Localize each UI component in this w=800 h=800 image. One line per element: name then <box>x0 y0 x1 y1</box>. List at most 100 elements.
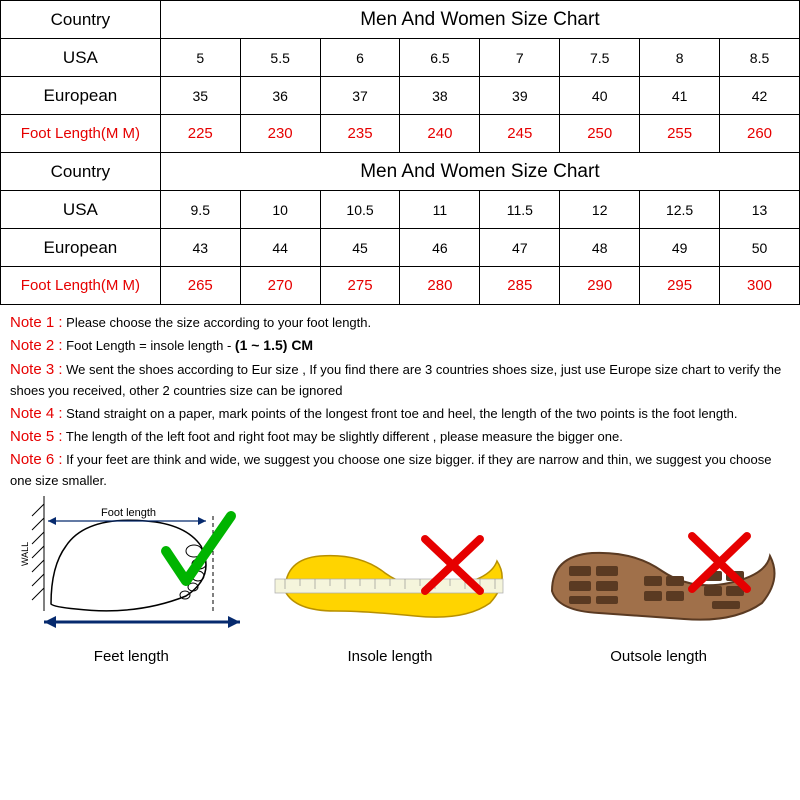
diagrams-row: WALL Foot length Feet length <box>0 496 800 673</box>
size-cell: 6 <box>320 39 400 77</box>
checkmark-icon <box>166 516 231 581</box>
size-cell: 12.5 <box>640 191 720 229</box>
size-chart-table-1: Country Men And Women Size Chart USA 5 5… <box>0 0 800 305</box>
note-label: Note 5 : <box>10 428 63 445</box>
country-header: Country <box>1 1 161 39</box>
size-cell: 50 <box>720 229 800 267</box>
note-text: Stand straight on a paper, mark points o… <box>63 406 738 421</box>
note-formula: (1 ~ 1.5) CM <box>235 337 313 353</box>
size-cell: 38 <box>400 77 480 115</box>
size-cell: 44 <box>240 229 320 267</box>
size-cell: 5 <box>160 39 240 77</box>
size-cell: 295 <box>640 267 720 305</box>
note-label: Note 4 : <box>10 405 63 422</box>
size-cell: 275 <box>320 267 400 305</box>
note-line: Note 5 : The length of the left foot and… <box>10 425 790 448</box>
size-cell: 36 <box>240 77 320 115</box>
size-cell: 260 <box>720 115 800 153</box>
note-label: Note 6 : <box>10 451 63 468</box>
note-line: Note 3 : We sent the shoes according to … <box>10 358 790 402</box>
size-cell: 37 <box>320 77 400 115</box>
size-cell: 10.5 <box>320 191 400 229</box>
outsole-length-diagram: Outsole length <box>534 521 784 665</box>
note-text: We sent the shoes according to Eur size … <box>10 362 781 398</box>
size-cell: 5.5 <box>240 39 320 77</box>
row-label: Foot Length(M M) <box>1 115 161 153</box>
note-line: Note 2 : Foot Length = insole length - (… <box>10 334 790 357</box>
outsole-svg <box>534 521 784 641</box>
size-cell: 46 <box>400 229 480 267</box>
size-cell: 11 <box>400 191 480 229</box>
size-cell: 230 <box>240 115 320 153</box>
size-cell: 9.5 <box>160 191 240 229</box>
note-text: If your feet are think and wide, we sugg… <box>10 452 771 488</box>
size-cell: 48 <box>560 229 640 267</box>
note-text: Foot Length = insole length - <box>63 338 235 353</box>
size-cell: 285 <box>480 267 560 305</box>
wall-label: WALL <box>20 542 30 566</box>
size-cell: 49 <box>640 229 720 267</box>
note-label: Note 3 : <box>10 361 63 378</box>
table-row: Foot Length(M M) 265 270 275 280 285 290… <box>1 267 800 305</box>
note-text: The length of the left foot and right fo… <box>63 429 623 444</box>
size-cell: 13 <box>720 191 800 229</box>
x-mark-icon <box>692 536 747 589</box>
size-cell: 235 <box>320 115 400 153</box>
note-label: Note 2 : <box>10 337 63 354</box>
table-row: European 43 44 45 46 47 48 49 50 <box>1 229 800 267</box>
feet-length-svg: WALL Foot length <box>16 496 246 641</box>
foot-length-label: Foot length <box>101 507 156 519</box>
diagram-caption: Outsole length <box>534 648 784 665</box>
size-cell: 290 <box>560 267 640 305</box>
diagram-caption: Feet length <box>16 648 246 665</box>
notes-section: Note 1 : Please choose the size accordin… <box>0 305 800 496</box>
row-label: Foot Length(M M) <box>1 267 161 305</box>
size-cell: 270 <box>240 267 320 305</box>
note-line: Note 6 : If your feet are think and wide… <box>10 448 790 492</box>
insole-length-diagram: Insole length <box>265 521 515 665</box>
table-row: Country Men And Women Size Chart <box>1 153 800 191</box>
size-cell: 250 <box>560 115 640 153</box>
row-label: USA <box>1 191 161 229</box>
row-label: European <box>1 229 161 267</box>
row-label: USA <box>1 39 161 77</box>
size-cell: 8.5 <box>720 39 800 77</box>
table-row: USA 9.5 10 10.5 11 11.5 12 12.5 13 <box>1 191 800 229</box>
size-cell: 12 <box>560 191 640 229</box>
size-cell: 42 <box>720 77 800 115</box>
insole-svg <box>265 521 515 641</box>
size-cell: 7.5 <box>560 39 640 77</box>
size-cell: 45 <box>320 229 400 267</box>
note-label: Note 1 : <box>10 314 63 331</box>
note-line: Note 1 : Please choose the size accordin… <box>10 311 790 334</box>
feet-length-diagram: WALL Foot length Feet length <box>16 496 246 665</box>
size-cell: 41 <box>640 77 720 115</box>
chart-title: Men And Women Size Chart <box>160 153 799 191</box>
size-cell: 8 <box>640 39 720 77</box>
size-cell: 240 <box>400 115 480 153</box>
size-cell: 39 <box>480 77 560 115</box>
size-cell: 7 <box>480 39 560 77</box>
size-cell: 43 <box>160 229 240 267</box>
size-cell: 47 <box>480 229 560 267</box>
table-row: Country Men And Women Size Chart <box>1 1 800 39</box>
size-cell: 265 <box>160 267 240 305</box>
table-row: European 35 36 37 38 39 40 41 42 <box>1 77 800 115</box>
size-cell: 40 <box>560 77 640 115</box>
chart-title: Men And Women Size Chart <box>160 1 799 39</box>
size-cell: 300 <box>720 267 800 305</box>
row-label: European <box>1 77 161 115</box>
table-row: USA 5 5.5 6 6.5 7 7.5 8 8.5 <box>1 39 800 77</box>
table-row: Foot Length(M M) 225 230 235 240 245 250… <box>1 115 800 153</box>
size-cell: 11.5 <box>480 191 560 229</box>
size-cell: 225 <box>160 115 240 153</box>
size-cell: 245 <box>480 115 560 153</box>
size-cell: 10 <box>240 191 320 229</box>
diagram-caption: Insole length <box>265 648 515 665</box>
note-line: Note 4 : Stand straight on a paper, mark… <box>10 402 790 425</box>
size-cell: 280 <box>400 267 480 305</box>
size-cell: 255 <box>640 115 720 153</box>
size-cell: 6.5 <box>400 39 480 77</box>
note-text: Please choose the size according to your… <box>63 315 372 330</box>
country-header: Country <box>1 153 161 191</box>
